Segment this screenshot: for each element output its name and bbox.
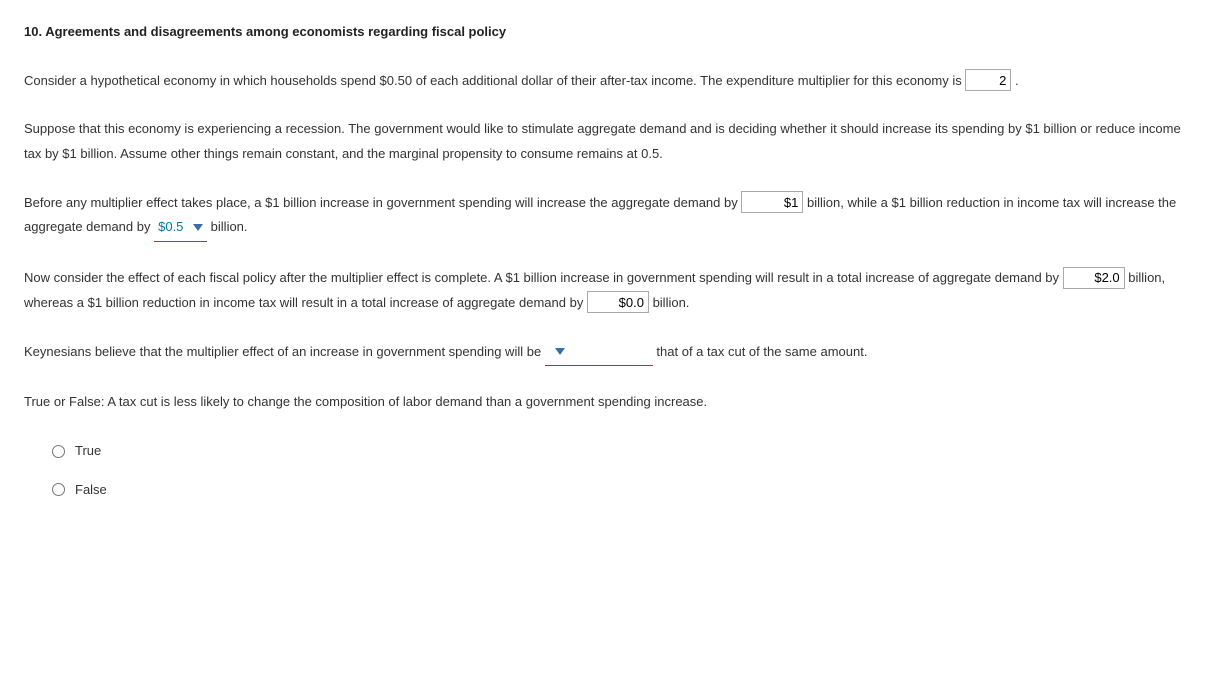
- radio-label: False: [75, 478, 107, 503]
- gov-spending-total-input[interactable]: [1063, 267, 1125, 289]
- tax-cut-ad-dropdown[interactable]: $0.5: [154, 215, 207, 242]
- tax-cut-total-input[interactable]: [587, 291, 649, 313]
- caret-down-icon: [193, 224, 203, 232]
- paragraph-5: Keynesians believe that the multiplier e…: [24, 340, 1198, 367]
- multiplier-input[interactable]: [965, 69, 1011, 91]
- radio-input-false[interactable]: [52, 483, 65, 496]
- text: billion.: [653, 295, 690, 310]
- text: .: [1015, 73, 1019, 88]
- paragraph-4: Now consider the effect of each fiscal p…: [24, 266, 1198, 315]
- question-heading: 10. Agreements and disagreements among e…: [24, 20, 1198, 45]
- text: billion.: [211, 219, 248, 234]
- text: Consider a hypothetical economy in which…: [24, 73, 965, 88]
- paragraph-3: Before any multiplier effect takes place…: [24, 191, 1198, 242]
- radio-label: True: [75, 439, 101, 464]
- text: Now consider the effect of each fiscal p…: [24, 270, 1063, 285]
- radio-option-false[interactable]: False: [52, 478, 1198, 503]
- radio-input-true[interactable]: [52, 445, 65, 458]
- paragraph-6: True or False: A tax cut is less likely …: [24, 390, 1198, 415]
- dropdown-value: $0.5: [158, 219, 183, 234]
- gov-spending-ad-input[interactable]: [741, 191, 803, 213]
- keynesian-comparison-dropdown[interactable]: [545, 340, 653, 367]
- text: that of a tax cut of the same amount.: [656, 344, 867, 359]
- caret-down-icon: [555, 348, 565, 356]
- text: Keynesians believe that the multiplier e…: [24, 344, 545, 359]
- paragraph-1: Consider a hypothetical economy in which…: [24, 69, 1198, 94]
- radio-option-true[interactable]: True: [52, 439, 1198, 464]
- paragraph-2: Suppose that this economy is experiencin…: [24, 117, 1198, 166]
- text: Before any multiplier effect takes place…: [24, 195, 741, 210]
- true-false-group: True False: [24, 439, 1198, 502]
